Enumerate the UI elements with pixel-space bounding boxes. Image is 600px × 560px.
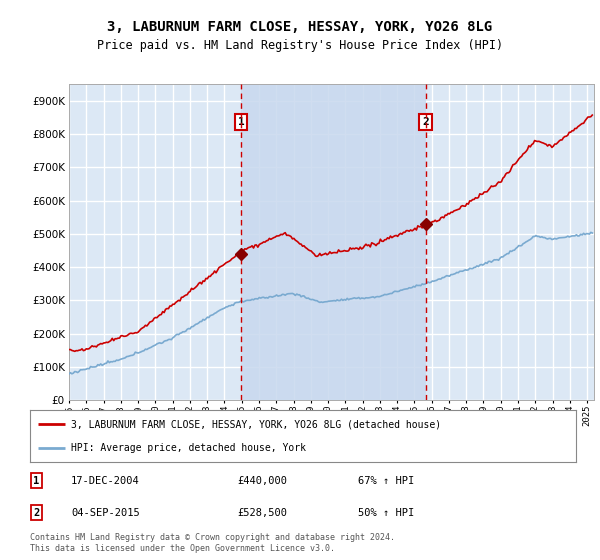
Text: 1: 1	[34, 475, 40, 486]
Text: 2: 2	[34, 508, 40, 518]
Text: 2: 2	[422, 117, 430, 127]
Text: 3, LABURNUM FARM CLOSE, HESSAY, YORK, YO26 8LG: 3, LABURNUM FARM CLOSE, HESSAY, YORK, YO…	[107, 20, 493, 34]
Text: 04-SEP-2015: 04-SEP-2015	[71, 508, 140, 518]
Text: HPI: Average price, detached house, York: HPI: Average price, detached house, York	[71, 443, 306, 453]
Text: 67% ↑ HPI: 67% ↑ HPI	[358, 475, 414, 486]
Text: Contains HM Land Registry data © Crown copyright and database right 2024.
This d: Contains HM Land Registry data © Crown c…	[30, 533, 395, 553]
Text: 50% ↑ HPI: 50% ↑ HPI	[358, 508, 414, 518]
Text: 17-DEC-2004: 17-DEC-2004	[71, 475, 140, 486]
Text: 3, LABURNUM FARM CLOSE, HESSAY, YORK, YO26 8LG (detached house): 3, LABURNUM FARM CLOSE, HESSAY, YORK, YO…	[71, 419, 441, 430]
Bar	[241, 84, 426, 400]
Text: £528,500: £528,500	[238, 508, 287, 518]
Text: Price paid vs. HM Land Registry's House Price Index (HPI): Price paid vs. HM Land Registry's House …	[97, 39, 503, 52]
Text: 1: 1	[238, 117, 244, 127]
Text: £440,000: £440,000	[238, 475, 287, 486]
